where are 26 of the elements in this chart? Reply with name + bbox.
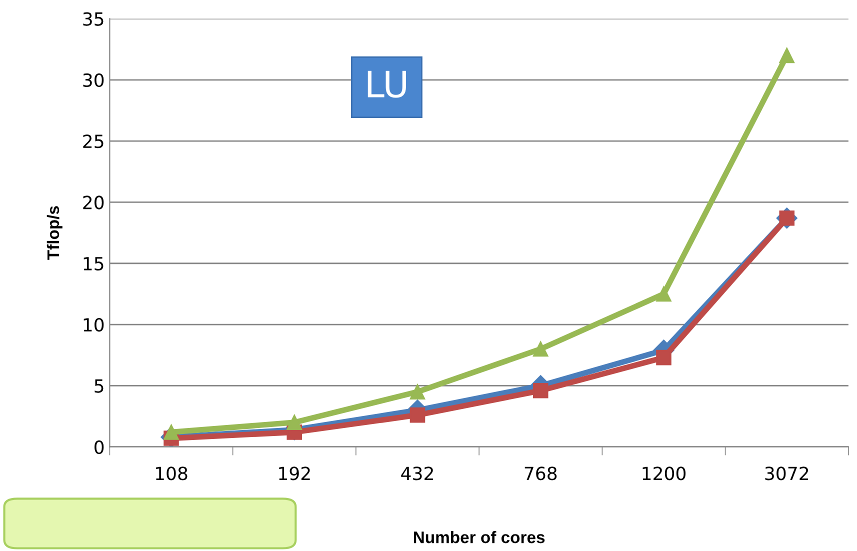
- point: [410, 384, 426, 400]
- point: [656, 286, 672, 302]
- x-tick-label: 192: [279, 466, 310, 480]
- point: [410, 407, 426, 423]
- y-tick-label: 15: [84, 257, 104, 270]
- annotation: LU: [368, 70, 406, 98]
- x-tick-label: 432: [401, 466, 433, 480]
- x-tick-label: 3072: [765, 466, 808, 480]
- y-tick-label: 5: [94, 379, 104, 393]
- y-tick-label: 25: [83, 134, 104, 148]
- point: [656, 350, 672, 366]
- y-tick-label: 20: [83, 196, 104, 210]
- x-tick-label: 1200: [642, 466, 686, 480]
- y-tick-label: 0: [94, 440, 104, 454]
- y-tick-label: 30: [83, 73, 104, 88]
- point: [164, 424, 179, 440]
- point: [779, 48, 795, 64]
- x-tick-label: 768: [524, 466, 557, 480]
- y-axis-title: Tflop/s: [46, 206, 62, 260]
- x-axis-title: Number of cores: [414, 531, 545, 544]
- x-tick-label: 108: [156, 466, 188, 480]
- y-tick-label: 10: [84, 318, 104, 332]
- point: [286, 414, 302, 430]
- point: [532, 341, 548, 357]
- point: [532, 382, 548, 398]
- y-tick-label: 35: [83, 12, 104, 26]
